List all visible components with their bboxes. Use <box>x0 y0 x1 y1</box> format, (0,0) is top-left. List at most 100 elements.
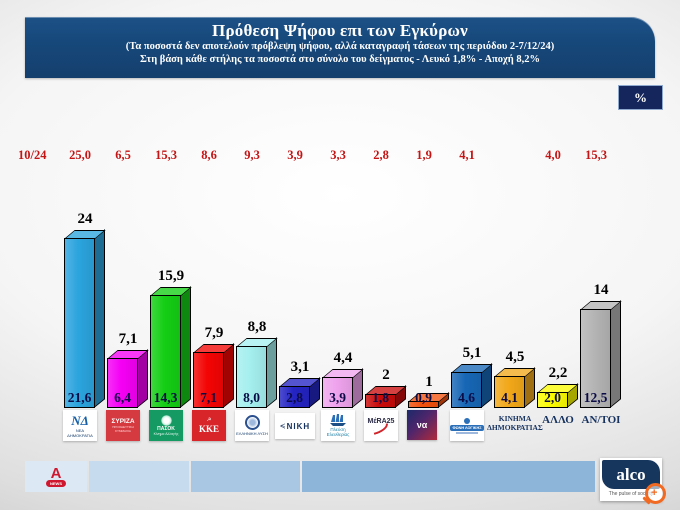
bar-value-mera25: 2 <box>382 367 390 383</box>
foni-emblem-icon <box>464 417 470 424</box>
syriza-caption: ΠΡΟΟΔΕΥΤΙΚΗ ΣΥΜΜΑΧΙΑ <box>112 425 134 433</box>
nd-logo: ΝΔ ΝΕΑ ΔΗΜΟΚΡΑΤΙΑ <box>63 410 97 441</box>
bar-inner-value-nea-aristera: 0,9 <box>415 390 432 405</box>
prev-value-pasok: 15,3 <box>155 148 177 162</box>
bar-value-kinima-dimokratias: 4,5 <box>505 349 525 365</box>
header-subtitle-2: Στη βάση κάθε στήλης τα ποσοστά στο σύνο… <box>140 53 540 65</box>
bar-value-kke: 7,9 <box>204 325 224 341</box>
bar-kke <box>193 352 224 408</box>
bar-nea-aristera <box>408 401 439 408</box>
nd-caption: ΝΕΑ ΔΗΜΟΚΡΑΤΙΑ <box>67 427 93 438</box>
magnifier-icon: + <box>642 483 666 505</box>
pasok-wordmark: ΠΑΣΟΚ <box>157 426 175 432</box>
prev-value-foni-logikis: 4,1 <box>459 148 475 162</box>
bar-allo <box>537 392 568 408</box>
footer-strip-segment-3 <box>191 461 300 492</box>
footer-strip-segment-4 <box>302 461 595 492</box>
label-allo: ΑΛΛΟ <box>542 414 574 426</box>
alpha-news-logo: Α NEWS <box>46 466 66 487</box>
kke-logo: ☭ ΚΚΕ <box>192 410 226 441</box>
slide-header: Πρόθεση Ψήφου επι των Εγκύρων (Τα ποσοστ… <box>25 17 655 78</box>
bar-inner-value-pasok: 14,3 <box>153 390 178 405</box>
bar-value-pasok: 15,9 <box>157 268 185 284</box>
bar-pasok <box>150 295 181 408</box>
bar-inner-value-elliniki-lysi: 8,0 <box>243 390 260 405</box>
previous-poll-date-label: 10/24 <box>18 148 47 162</box>
syriza-logo: ΣΥΡΙΖΑ ΠΡΟΟΔΕΥΤΙΚΗ ΣΥΜΜΑΧΙΑ <box>106 410 140 441</box>
bar-value-plefsi-eleftherias: 4,4 <box>333 350 353 366</box>
mera25-wordmark: MέRA25 <box>367 418 395 425</box>
kke-flag-icon: ☭ <box>206 417 212 423</box>
label-antoi: ΑΝ/ΤΟΙ <box>581 414 621 426</box>
nd-monogram: ΝΔ <box>71 412 89 428</box>
foni-wordmark: ΦΩΝΗ ΛΟΓΙΚΗΣ <box>450 424 484 431</box>
bar-value-foni-logikis: 5,1 <box>462 345 482 361</box>
bar-inner-value-allo: 2,0 <box>544 390 561 405</box>
mera25-logo: MέRA25 <box>364 410 398 441</box>
bar-elliniki-lysi <box>236 346 267 408</box>
bar-inner-value-nd: 21,6 <box>67 390 92 405</box>
prev-value-nd: 25,0 <box>69 148 91 162</box>
bar-inner-value-foni-logikis: 4,6 <box>458 390 475 405</box>
label-kinima-dimokratias: ΚΙΝΗΜΑ ΔΗΜΟΚΡΑΤΙΑΣ <box>487 414 543 432</box>
bar-value-elliniki-lysi: 8,8 <box>247 319 267 335</box>
prev-value-plefsi-eleftherias: 3,3 <box>330 148 346 162</box>
bar-value-antoi: 14 <box>593 282 609 298</box>
prev-value-elliniki-lysi: 9,3 <box>244 148 260 162</box>
niki-wordmark: ΝΙΚΗ <box>286 421 311 431</box>
plefsi-caption: Πλεύση Ελευθερίας <box>326 427 350 437</box>
elliniki-lysi-logo: ΕΛΛΗΝΙΚΗ ΛΥΣΗ <box>235 410 269 441</box>
prev-value-syriza: 6,5 <box>115 148 131 162</box>
bar-antoi <box>580 309 611 408</box>
bar-niki <box>279 386 310 408</box>
pasok-caption: Κίνημα Αλλαγής <box>153 432 179 436</box>
bar-foni-logikis <box>451 372 482 408</box>
nea-aristera-glyph: να <box>416 420 428 430</box>
footer-strip-segment-1: Α NEWS <box>25 461 87 492</box>
kke-wordmark: ΚΚΕ <box>198 423 219 434</box>
bar-nd <box>64 238 95 408</box>
bar-syriza <box>107 358 138 408</box>
bar-value-nd: 24 <box>77 211 93 227</box>
prev-value-kke: 8,6 <box>201 148 217 162</box>
pasok-logo: ΠΑΣΟΚ Κίνημα Αλλαγής <box>149 410 183 441</box>
header-subtitle-1: (Τα ποσοστά δεν αποτελούν πρόβλεψη ψήφου… <box>125 41 555 52</box>
bar-value-nea-aristera: 1 <box>425 374 433 390</box>
bar-inner-value-niki: 2,8 <box>286 390 303 405</box>
bar-value-niki: 3,1 <box>290 359 310 375</box>
prev-value-antoi: 15,3 <box>585 148 607 162</box>
bar-inner-value-kke: 7,1 <box>200 390 217 405</box>
prev-value-niki: 3,9 <box>287 148 303 162</box>
niki-wing-icon: ≼ <box>279 422 286 430</box>
plefsi-eleftherias-logo: Πλεύση Ελευθερίας <box>321 410 355 441</box>
alco-tagline: The pulse of society <box>608 491 654 497</box>
bar-value-allo: 2,2 <box>548 365 568 381</box>
bar-mera25 <box>365 394 396 408</box>
bar-inner-value-kinima-dimokratias: 4,1 <box>501 390 518 405</box>
nea-aristera-logo: να <box>407 410 437 440</box>
bar-value-syriza: 7,1 <box>118 331 138 347</box>
prev-value-allo: 4,0 <box>545 148 561 162</box>
bar-inner-value-antoi: 12,5 <box>583 390 608 405</box>
niki-logo: ≼ ΝΙΚΗ <box>275 413 315 439</box>
footer-strip-segment-2 <box>89 461 189 492</box>
page-title: Πρόθεση Ψήφου επι των Εγκύρων <box>212 21 468 40</box>
bar-inner-value-syriza: 6,4 <box>114 390 131 405</box>
bar-plefsi-eleftherias <box>322 377 353 408</box>
foni-logikis-logo: ΦΩΝΗ ΛΟΓΙΚΗΣ <box>450 410 484 441</box>
elliniki-lysi-caption: ΕΛΛΗΝΙΚΗ ΛΥΣΗ <box>236 431 268 436</box>
bar-inner-value-mera25: 1,8 <box>372 390 389 405</box>
elliniki-lysi-emblem-icon <box>244 415 260 430</box>
prev-value-nea-aristera: 1,9 <box>416 148 432 162</box>
alpha-news-label: NEWS <box>46 479 66 487</box>
percent-unit-badge: % <box>618 85 663 110</box>
sailboat-icon <box>330 414 346 426</box>
bar-side-nd <box>94 229 105 408</box>
syriza-wordmark: ΣΥΡΙΖΑ <box>111 418 135 425</box>
foni-caption-line <box>456 431 478 434</box>
prev-value-mera25: 2,8 <box>373 148 389 162</box>
bar-kinima-dimokratias <box>494 376 525 408</box>
pasok-sun-icon <box>160 415 172 426</box>
bar-inner-value-plefsi-eleftherias: 3,9 <box>329 390 346 405</box>
